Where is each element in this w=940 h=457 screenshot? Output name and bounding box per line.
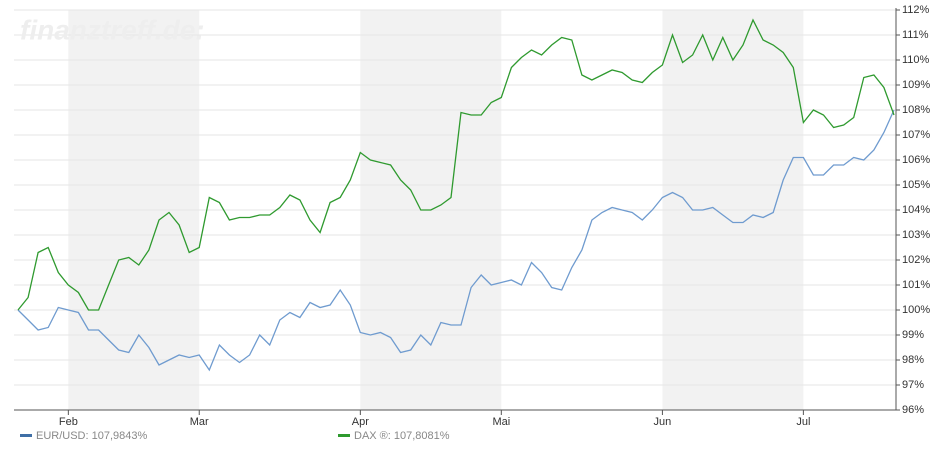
watermark: finanztreff.de: [20, 14, 205, 45]
x-tick-label: Feb [59, 416, 78, 428]
y-tick-label: 99% [902, 329, 924, 341]
y-tick-label: 102% [902, 254, 930, 266]
y-tick-label: 111% [902, 29, 929, 41]
y-tick-label: 105% [902, 179, 930, 191]
x-tick-label: Jun [654, 416, 672, 428]
y-tick-label: 107% [902, 129, 930, 141]
legend-label: DAX ®: 107,8081% [354, 430, 450, 442]
y-tick-label: 100% [902, 304, 930, 316]
legend-swatch [20, 434, 32, 437]
series-line [17, 109, 895, 372]
y-tick-label: 103% [902, 229, 930, 241]
x-tick-label: Jul [796, 416, 810, 428]
y-tick-label: 106% [902, 154, 930, 166]
series-line [17, 18, 895, 311]
y-tick-label: 101% [902, 279, 930, 291]
y-tick-label: 108% [902, 104, 930, 116]
axes: 96% 97% 98% 99% 100% 101% 102% 103% 104% 105% 106%… [14, 4, 930, 442]
legend-swatch [338, 434, 350, 437]
x-tick-label: Mai [492, 416, 510, 428]
legend-label: EUR/USD: 107,9843% [36, 430, 147, 442]
x-tick-label: Mar [190, 416, 209, 428]
y-tick-label: 112% [902, 4, 930, 16]
y-tick-label: 109% [902, 79, 930, 91]
y-tick-label: 110% [902, 54, 930, 66]
y-tick-label: 97% [902, 379, 924, 391]
y-tick-label: 104% [902, 204, 930, 216]
grid [14, 9, 896, 411]
lines [17, 18, 895, 372]
y-tick-label: 98% [902, 354, 924, 366]
x-tick-label: Apr [352, 416, 369, 428]
y-tick-label: 96% [902, 404, 924, 416]
